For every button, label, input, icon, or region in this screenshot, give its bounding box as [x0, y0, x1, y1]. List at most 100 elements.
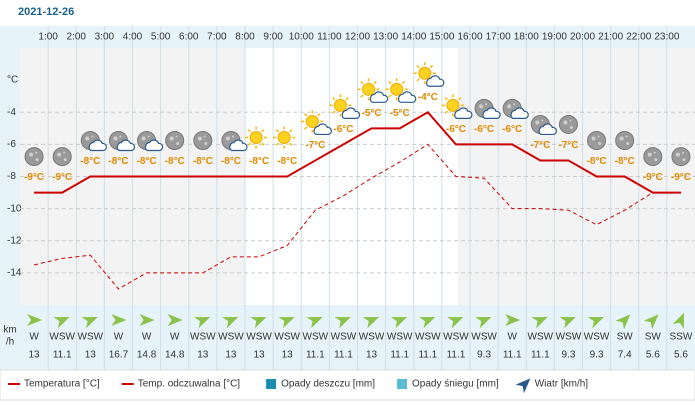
- wind-direction: WSW: [359, 332, 385, 343]
- x-tick-label: 7:00: [207, 32, 227, 43]
- arrow-shape: [222, 316, 239, 329]
- date: 2021-12-26: [18, 6, 74, 18]
- x-tick-label: 14:00: [401, 32, 426, 43]
- sun: [305, 114, 319, 128]
- wind-unit: /h: [6, 337, 14, 348]
- temp-label: -8°C: [615, 156, 635, 167]
- x-tick-label: 18:00: [514, 32, 539, 43]
- arrow-shape: [505, 314, 521, 326]
- temp-label: -5°C: [390, 108, 410, 119]
- wind-speed: 11.1: [418, 350, 437, 361]
- wind-speed: 13: [29, 350, 41, 361]
- wind-direction: WSW: [218, 332, 244, 343]
- x-tick-label: 6:00: [179, 32, 199, 43]
- weather-icon: [193, 131, 213, 150]
- wind-arrow: [672, 312, 684, 329]
- wind-direction: WSW: [303, 332, 329, 343]
- cloud: [510, 107, 529, 119]
- crater: [598, 142, 602, 145]
- temp-label: -8°C: [165, 156, 185, 167]
- wind-arrow: [27, 314, 43, 326]
- crater: [85, 136, 90, 141]
- weather-icon: [413, 62, 445, 87]
- crater: [654, 158, 658, 162]
- wind-arrow: [515, 378, 531, 394]
- crater: [479, 104, 484, 109]
- wind-direction: WSW: [190, 332, 216, 343]
- weather-icon: [245, 126, 268, 149]
- weather-icon: [108, 131, 136, 152]
- x-tick-label: 21:00: [598, 32, 623, 43]
- wind-direction: WSW: [78, 332, 104, 343]
- sun-ray: [289, 129, 293, 133]
- sun: [390, 82, 404, 96]
- crater: [147, 135, 150, 138]
- sun-ray: [304, 113, 308, 117]
- wind-speed: 11.1: [390, 350, 409, 361]
- y-tick-label: -8: [7, 171, 16, 182]
- cloud: [482, 107, 501, 119]
- wind-direction: WSW: [556, 332, 582, 343]
- legend-swatch: [397, 379, 408, 389]
- temp-label: -7°C: [305, 140, 325, 151]
- crater: [485, 103, 488, 106]
- cloud: [341, 107, 361, 119]
- arrow-shape: [559, 316, 576, 329]
- cloud: [144, 139, 164, 152]
- temp-label: -6°C: [502, 124, 522, 135]
- crater: [625, 135, 628, 138]
- series-line: [34, 110, 681, 194]
- y-tick-label: -4: [7, 107, 16, 118]
- crater: [175, 135, 178, 138]
- wind-speed: 13: [85, 350, 97, 361]
- crater: [119, 135, 122, 138]
- weather-icon: [615, 131, 635, 150]
- crater: [169, 136, 174, 141]
- crater: [29, 152, 34, 157]
- wind-arrow: [222, 316, 239, 329]
- wind-speed: 13: [254, 350, 266, 361]
- crater: [507, 104, 512, 109]
- sun-ray: [401, 81, 405, 85]
- sun-ray: [275, 142, 280, 146]
- y-tick-label: -12: [7, 235, 22, 246]
- crater: [176, 142, 180, 145]
- wind-speed: 11.1: [503, 350, 522, 361]
- crater: [597, 135, 600, 138]
- crater: [141, 136, 146, 141]
- cloud: [538, 123, 557, 136]
- temp-label: -8°C: [80, 156, 100, 167]
- moon: [24, 147, 44, 167]
- crater: [563, 120, 568, 125]
- sun-ray: [416, 64, 420, 69]
- wind-arrow: [278, 316, 295, 329]
- crater: [231, 135, 234, 138]
- wind-direction: WSW: [331, 332, 357, 343]
- wind-direction: W: [29, 332, 39, 343]
- wind-unit: km: [3, 325, 16, 336]
- arrow-shape: [643, 314, 659, 330]
- arrow-shape: [531, 316, 548, 329]
- cloud: [454, 107, 473, 119]
- wind-arrow: [167, 314, 183, 326]
- arrow-shape: [306, 316, 323, 329]
- weather-icon: [137, 131, 164, 152]
- temp-label: -8°C: [193, 156, 213, 167]
- arrow-shape: [362, 316, 379, 329]
- arrow-shape: [250, 316, 267, 329]
- arrow-shape: [167, 314, 183, 326]
- temp-label: -7°C: [530, 140, 550, 151]
- sun-ray: [458, 97, 462, 101]
- crater: [57, 152, 62, 157]
- wind-direction: W: [142, 332, 152, 343]
- crater: [681, 151, 684, 154]
- temp-label: -6°C: [446, 124, 466, 135]
- weather-icon: [385, 78, 417, 103]
- wind-speed: 11.1: [447, 350, 466, 361]
- weather-icon: [643, 147, 663, 167]
- crater: [225, 136, 230, 141]
- arrow-shape: [475, 316, 492, 329]
- wind-speed: 11.1: [306, 350, 325, 361]
- sun-ray: [360, 81, 364, 85]
